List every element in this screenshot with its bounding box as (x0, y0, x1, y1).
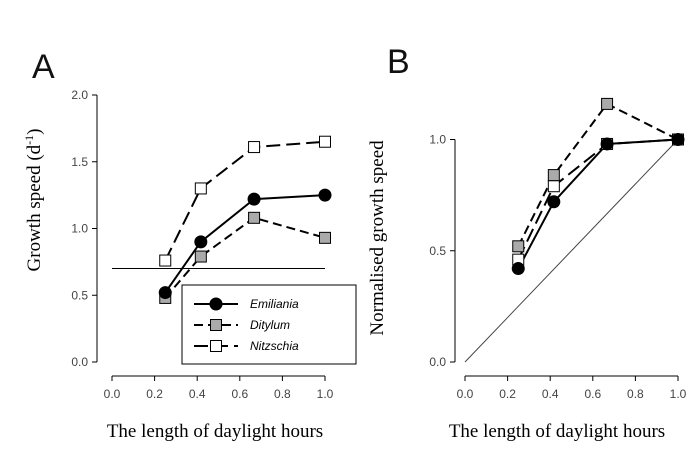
data-point-ditylum (547, 169, 560, 182)
y-tick-label: 0.0 (429, 355, 446, 369)
data-point-nitzschia (194, 182, 207, 195)
x-tick-label: 0.2 (499, 387, 516, 401)
x-tick-label: 0.4 (189, 387, 206, 401)
x-tick-label: 1.0 (670, 387, 687, 401)
panel-a-x-axis-title: The length of daylight hours (107, 421, 323, 442)
panel-b-series (511, 97, 685, 276)
data-point-nitzschia (319, 135, 331, 148)
x-tick-label: 1.0 (317, 387, 334, 401)
legend-label-nitzschia: Nitzschia (250, 339, 299, 353)
panel-a-y-axis-title-sup: -1 (22, 135, 36, 145)
data-point-emiliania (511, 262, 525, 276)
x-tick-label: 0.0 (104, 387, 121, 401)
x-tick-label: 0.2 (146, 387, 163, 401)
panel-a-y-axis-title-close: ) (24, 129, 45, 135)
series-line-nitzschia (517, 138, 679, 261)
y-tick-label: 0.5 (71, 288, 88, 302)
panel-a-axes: 0.0 0.5 1.0 1.5 2.0 0.0 0.2 0.4 0.6 0.8 1.0 (71, 88, 333, 401)
data-point-emiliania (671, 133, 685, 146)
data-point-ditylum (319, 231, 331, 244)
y-tick-label: 1.5 (71, 155, 88, 169)
data-point-ditylum (601, 97, 614, 110)
x-tick-label: 0.8 (274, 387, 291, 401)
data-point-nitzschia (248, 141, 261, 154)
y-tick-label: 0.0 (71, 355, 88, 369)
series-line-emiliania (517, 138, 679, 270)
x-tick-label: 0.6 (231, 387, 248, 401)
panel-b-y-axis-title: Normalised growth speed (367, 140, 388, 336)
y-tick-label: 2.0 (71, 88, 88, 102)
legend-marker-emiliania (209, 297, 223, 311)
data-point-emiliania (547, 195, 561, 209)
data-point-nitzschia (547, 180, 560, 193)
legend-marker-ditylum (210, 319, 222, 331)
panel-a-letter: A (32, 48, 55, 86)
panel-a-y-axis-title-main: Growth speed (d (24, 144, 45, 271)
panel-a-legend: Emiliania Ditylum Nitzschia (181, 284, 357, 365)
data-point-ditylum (248, 211, 261, 224)
data-point-ditylum (512, 240, 525, 253)
panel-b-reference (464, 139, 679, 363)
reference-line (464, 139, 679, 363)
data-point-emiliania (194, 235, 208, 249)
data-point-emiliania (318, 188, 332, 202)
panel-b-x-axis-title: The length of daylight hours (449, 421, 665, 442)
x-tick-label: 0.0 (457, 387, 474, 401)
series-line-emiliania (164, 194, 326, 294)
data-point-emiliania (247, 192, 261, 206)
panel-a: A 0.0 0.5 1.0 1.5 2.0 0.0 0.2 0.4 0.6 0.8 1.0 Emil… (22, 48, 357, 442)
legend-label-emiliania: Emiliania (250, 297, 299, 311)
panel-b-letter: B (387, 43, 410, 81)
y-tick-label: 0.5 (429, 244, 446, 258)
x-tick-label: 0.8 (627, 387, 644, 401)
y-tick-label: 1.0 (429, 133, 446, 147)
panel-b: B 0.0 0.5 1.0 0.0 0.2 0.4 0.6 0.8 1.0 The length… (367, 43, 687, 442)
x-tick-label: 0.6 (584, 387, 601, 401)
data-point-emiliania (158, 286, 172, 300)
legend-label-ditylum: Ditylum (250, 318, 290, 332)
x-tick-label: 0.4 (542, 387, 559, 401)
data-point-nitzschia (159, 254, 172, 267)
panel-a-y-axis-title: Growth speed (d-1) (22, 129, 45, 272)
panel-b-axes: 0.0 0.5 1.0 0.0 0.2 0.4 0.6 0.8 1.0 (429, 133, 686, 402)
y-tick-label: 1.0 (71, 222, 88, 236)
series-line-nitzschia (164, 140, 326, 261)
series-line-ditylum (164, 216, 326, 299)
data-point-ditylum (194, 250, 207, 263)
legend-marker-nitzschia (210, 340, 222, 352)
panel-a-series (158, 135, 332, 304)
data-point-emiliania (600, 137, 614, 151)
